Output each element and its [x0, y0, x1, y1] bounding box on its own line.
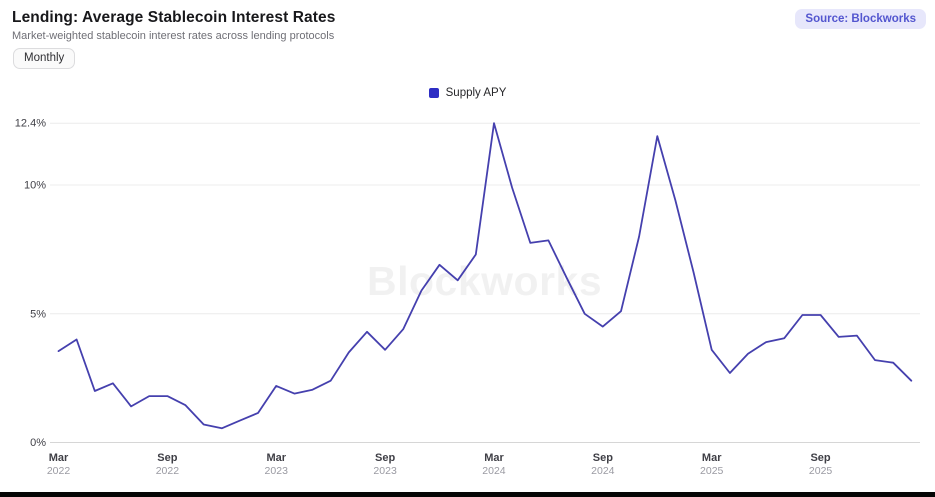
x-axis-tick-month: Mar	[702, 452, 722, 464]
legend-label[interactable]: Supply APY	[445, 87, 507, 99]
y-axis-tick-label: 0%	[30, 437, 46, 449]
y-axis-tick-label: 5%	[30, 308, 46, 320]
x-axis-tick-year: 2022	[47, 465, 71, 477]
x-axis-tick-month: Sep	[810, 452, 830, 464]
x-axis-tick-month: Sep	[375, 452, 395, 464]
x-axis-tick-month: Mar	[49, 452, 69, 464]
x-axis-tick-year: 2022	[156, 465, 180, 477]
x-axis-tick-year: 2023	[265, 465, 289, 477]
chart-legend: Supply APY	[0, 87, 935, 99]
x-axis-tick-year: 2024	[482, 465, 506, 477]
x-axis-tick-year: 2024	[591, 465, 615, 477]
x-axis-tick-month: Mar	[484, 452, 504, 464]
frequency-button[interactable]: Monthly	[13, 48, 76, 69]
y-axis-tick-label: 10%	[24, 180, 46, 192]
supply-apy-line	[57, 122, 913, 430]
chart-header: Lending: Average Stablecoin Interest Rat…	[12, 9, 335, 42]
x-axis-tick-month: Sep	[157, 452, 177, 464]
x-axis-tick-year: 2025	[809, 465, 833, 477]
page-subtitle: Market-weighted stablecoin interest rate…	[12, 30, 335, 42]
x-axis-tick-month: Mar	[266, 452, 286, 464]
x-axis-tick-month: Sep	[593, 452, 613, 464]
y-axis-tick-label: 12.4%	[15, 118, 46, 130]
watermark: Blockworks	[367, 258, 603, 304]
legend-swatch-icon[interactable]	[428, 88, 439, 98]
bottom-edge	[0, 492, 935, 497]
x-axis-tick-year: 2025	[700, 465, 724, 477]
source-badge[interactable]: Source: Blockworks	[795, 9, 926, 29]
page-title: Lending: Average Stablecoin Interest Rat…	[12, 9, 336, 26]
x-axis-tick-year: 2023	[373, 465, 397, 477]
